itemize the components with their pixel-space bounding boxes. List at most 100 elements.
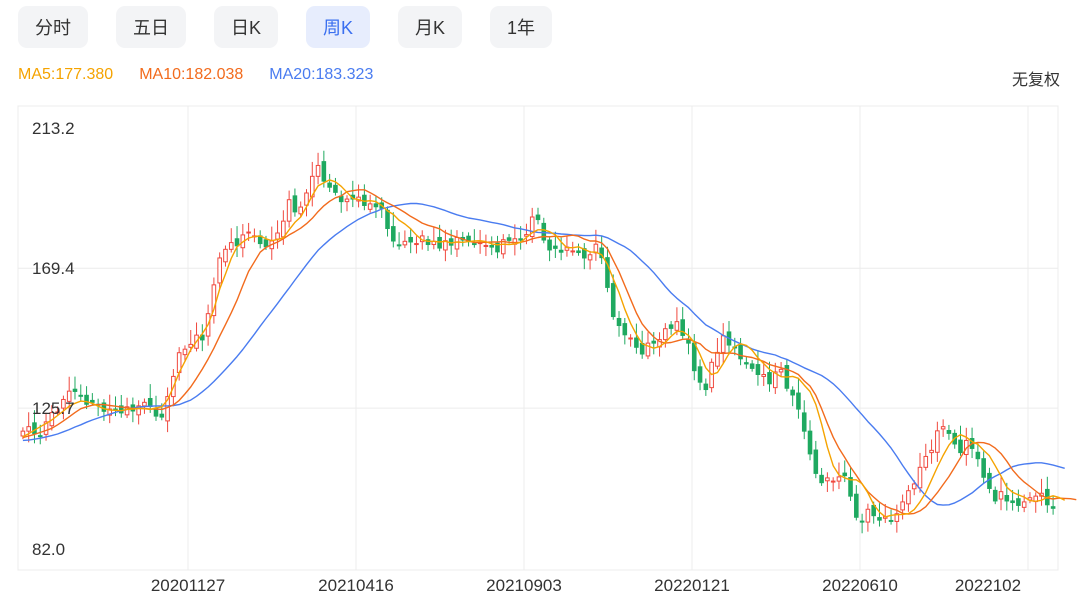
candle-body bbox=[529, 216, 535, 238]
ma-lines bbox=[22, 179, 1077, 518]
chart-grid bbox=[17, 105, 1059, 571]
candle-body bbox=[304, 192, 309, 206]
candle-body bbox=[830, 480, 836, 483]
candle-body bbox=[935, 430, 940, 453]
ma20-value: MA20:183.323 bbox=[269, 66, 374, 83]
candle-body bbox=[605, 257, 610, 288]
candle-body bbox=[211, 284, 217, 317]
candle-body bbox=[344, 198, 350, 203]
candle-body bbox=[182, 348, 188, 356]
candle-body bbox=[228, 242, 234, 250]
candle-body bbox=[854, 493, 859, 518]
candle-body bbox=[703, 383, 709, 391]
tab-daily-k[interactable]: 日K bbox=[214, 6, 279, 48]
candle-body bbox=[778, 368, 784, 373]
candle-body bbox=[506, 237, 512, 241]
candle-body bbox=[147, 398, 153, 408]
candle-body bbox=[929, 449, 934, 454]
candle-body bbox=[518, 238, 523, 241]
candle-body bbox=[801, 412, 807, 432]
candle-body bbox=[286, 199, 292, 222]
candle-body bbox=[553, 245, 558, 249]
candle-body bbox=[118, 405, 124, 414]
candle-body bbox=[628, 337, 633, 340]
candle-body bbox=[917, 466, 923, 489]
candle-body bbox=[32, 422, 37, 435]
candle-body bbox=[940, 426, 946, 430]
candle-body bbox=[651, 340, 657, 344]
tab-weekly-k[interactable]: 周K bbox=[306, 6, 371, 48]
candle-body bbox=[767, 372, 772, 385]
x-tick-label: 20210416 bbox=[318, 576, 394, 595]
ma10-value: MA10:182.038 bbox=[139, 66, 244, 83]
candle-body bbox=[1016, 498, 1021, 506]
candle-body bbox=[37, 435, 43, 438]
candle-body bbox=[200, 334, 205, 341]
tab-one-year[interactable]: 1年 bbox=[490, 6, 553, 48]
candle-body bbox=[819, 474, 824, 484]
candle-body bbox=[547, 239, 552, 251]
candle-body bbox=[61, 398, 66, 409]
candle-body bbox=[639, 342, 645, 355]
candle-body bbox=[622, 323, 628, 336]
y-tick-label: 213.2 bbox=[32, 119, 75, 138]
candle-body bbox=[715, 351, 720, 367]
candle-body bbox=[472, 243, 477, 246]
candle-body bbox=[72, 388, 78, 392]
candle-body bbox=[1010, 500, 1015, 504]
tab-monthly-k[interactable]: 月K bbox=[398, 6, 463, 48]
candle-body bbox=[275, 232, 280, 240]
candle-body bbox=[333, 184, 338, 193]
axis-labels: 213.2 169.4 125.7 82.0 20201127 20210416 20210… bbox=[32, 119, 1021, 595]
candle-body bbox=[1004, 495, 1010, 502]
candle-body bbox=[535, 214, 541, 221]
candle-body bbox=[645, 342, 651, 357]
candle-body bbox=[136, 405, 141, 416]
candle-body bbox=[246, 231, 251, 234]
candle-body bbox=[576, 250, 581, 254]
candle-body bbox=[668, 324, 674, 329]
candle-body bbox=[385, 209, 390, 230]
candle-body bbox=[142, 401, 147, 407]
candle-body bbox=[90, 399, 95, 403]
candle-body bbox=[402, 240, 408, 246]
candle-body bbox=[541, 222, 547, 241]
candle-body bbox=[790, 389, 795, 396]
candle-body bbox=[923, 455, 929, 468]
candle-body bbox=[414, 243, 419, 246]
candle-body bbox=[691, 342, 697, 372]
candle-body bbox=[495, 242, 500, 253]
candle-body bbox=[321, 161, 327, 182]
candle-body bbox=[610, 283, 616, 318]
candle-body bbox=[26, 426, 31, 432]
adjust-toggle[interactable]: 无复权 bbox=[1011, 72, 1060, 89]
candle-body bbox=[906, 490, 911, 505]
candle-body bbox=[773, 371, 778, 389]
candle-body bbox=[425, 239, 431, 246]
candle-body bbox=[327, 182, 332, 188]
candle-body bbox=[391, 226, 396, 242]
x-tick-label: 20210903 bbox=[486, 576, 562, 595]
candle-body bbox=[66, 390, 72, 402]
candle-body bbox=[408, 236, 413, 243]
candle-body bbox=[489, 244, 494, 248]
candle-body bbox=[859, 520, 865, 523]
candle-body bbox=[911, 483, 917, 490]
y-tick-label: 169.4 bbox=[32, 259, 75, 278]
tab-minute[interactable]: 分时 bbox=[18, 6, 88, 48]
candle-body bbox=[558, 249, 564, 253]
candle-body bbox=[958, 439, 963, 454]
x-tick-label: 20201127 bbox=[151, 576, 225, 595]
candle-body bbox=[634, 337, 639, 348]
candle-body bbox=[749, 363, 755, 369]
candle-body bbox=[78, 394, 84, 397]
ma20-line bbox=[22, 202, 1065, 506]
candle-body bbox=[437, 236, 442, 249]
tab-five-day[interactable]: 五日 bbox=[116, 6, 186, 48]
candle-body bbox=[663, 328, 668, 341]
candle-body bbox=[124, 406, 130, 416]
candles bbox=[20, 150, 1056, 534]
candle-body bbox=[865, 508, 871, 523]
candle-body bbox=[946, 430, 952, 434]
